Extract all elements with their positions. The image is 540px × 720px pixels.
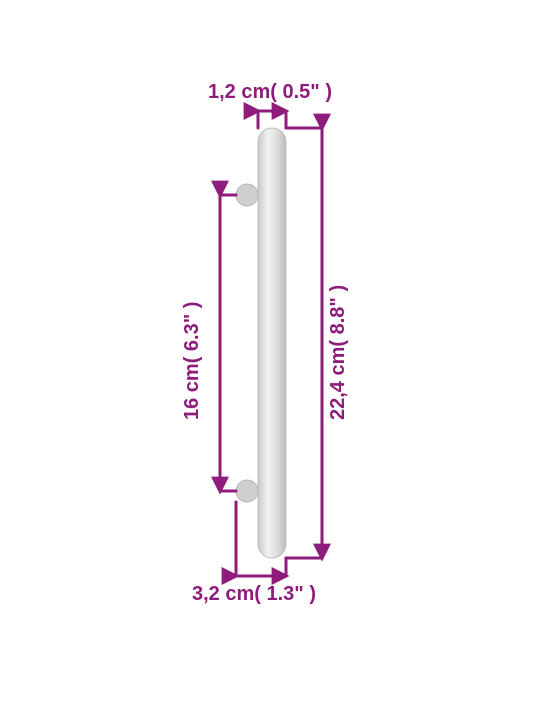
dimension-total-height-label: 22,4 cm( 8.8" ): [327, 285, 349, 420]
dimension-peg-spacing: 16 cm( 6.3" ): [181, 195, 236, 491]
dimension-depth-label: 3,2 cm( 1.3" ): [192, 583, 316, 605]
mounting-peg-top: [236, 184, 258, 206]
dimension-bar-diameter: 1,2 cm( 0.5" ): [208, 81, 332, 128]
dimension-depth: 3,2 cm( 1.3" ): [192, 502, 316, 605]
dimension-diagram: 1,2 cm( 0.5" ) 22,4 cm( 8.8" ) 16 cm( 6.…: [0, 0, 540, 720]
dimension-bar-diameter-label: 1,2 cm( 0.5" ): [208, 81, 332, 103]
handle-bar: [258, 128, 286, 558]
dimension-total-height: 22,4 cm( 8.8" ): [286, 128, 349, 558]
dimension-peg-spacing-label: 16 cm( 6.3" ): [181, 302, 203, 420]
mounting-peg-bottom: [236, 480, 258, 502]
